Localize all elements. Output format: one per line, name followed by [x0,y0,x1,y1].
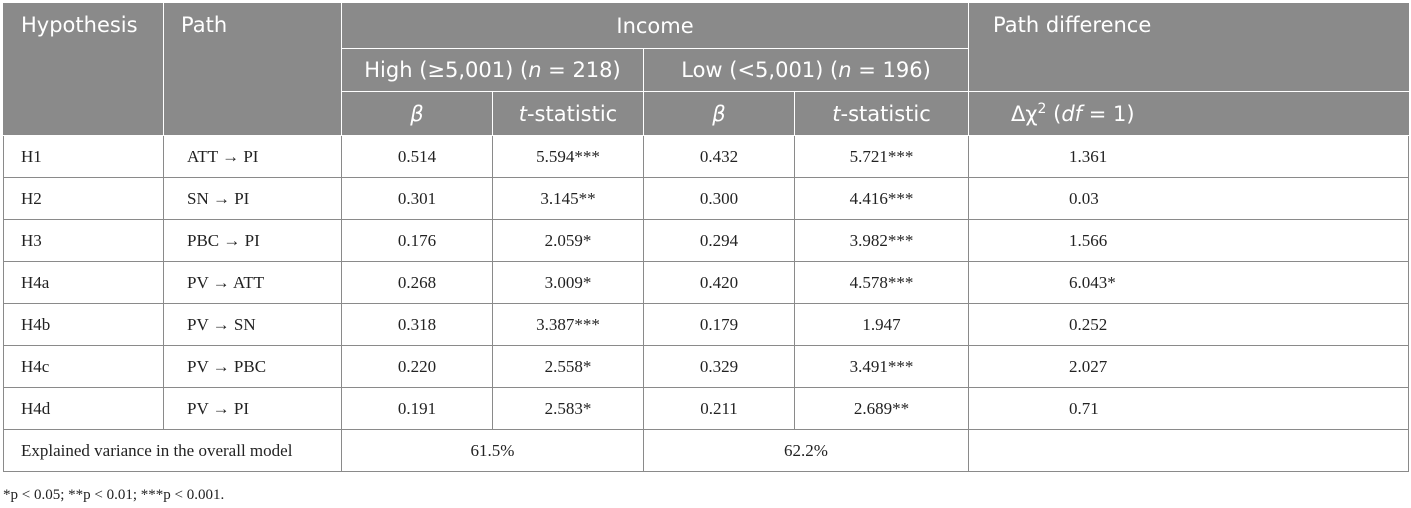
cell-low-t: 2.689** [793,387,970,430]
header-delta-chi-square: Δχ2 (df = 1) [968,91,1410,136]
cell-high-beta: 0.318 [341,303,493,346]
cell-hypothesis: H3 [3,219,164,262]
table-body: H1 ATT → PI 0.514 5.594*** 0.432 5.721**… [3,135,1410,472]
cell-low-t: 5.721*** [793,135,970,178]
cell-high-t: 3.387*** [492,303,644,346]
results-table-container: Hypothesis Path Income Path difference H… [3,3,1410,472]
cell-high-t: 5.594*** [492,135,644,178]
cell-low-t: 1.947 [793,303,970,346]
header-income-high: High (≥5,001) (n = 218) [341,48,644,92]
cell-hypothesis: H2 [3,177,164,220]
cell-path: PV → SN [163,303,342,346]
table-row: H4a PV → ATT 0.268 3.009* 0.420 4.578***… [3,261,1410,304]
table-row: H2 SN → PI 0.301 3.145** 0.300 4.416*** … [3,177,1410,220]
cell-hypothesis: H1 [3,135,164,178]
cell-high-beta: 0.514 [341,135,493,178]
cell-low-beta: 0.294 [643,219,795,262]
cell-path-difference: 2.027 [968,345,1410,388]
cell-high-t: 3.145** [492,177,644,220]
cell-low-t: 3.982*** [793,219,970,262]
cell-path: ATT → PI [163,135,342,178]
cell-low-beta: 0.211 [643,387,795,430]
cell-high-beta: 0.220 [341,345,493,388]
header-path: Path [163,3,342,136]
header-low-beta: β [643,91,795,136]
header-hypothesis: Hypothesis [3,3,164,136]
header-income-low: Low (<5,001) (n = 196) [642,48,970,92]
cell-low-beta: 0.420 [643,261,795,304]
explained-variance-low: 62.2% [642,429,970,472]
table-row: H3 PBC → PI 0.176 2.059* 0.294 3.982*** … [3,219,1410,262]
cell-hypothesis: H4d [3,387,164,430]
cell-hypothesis: H4a [3,261,164,304]
cell-path-difference: 1.361 [968,135,1410,178]
table-row: H1 ATT → PI 0.514 5.594*** 0.432 5.721**… [3,135,1410,178]
header-income: Income [340,3,970,49]
explained-variance-row: Explained variance in the overall model … [3,429,1410,472]
cell-low-t: 3.491*** [793,345,970,388]
cell-high-beta: 0.268 [341,261,493,304]
cell-path-difference: 6.043* [968,261,1410,304]
cell-path: PV → PI [163,387,342,430]
cell-high-t: 2.059* [492,219,644,262]
cell-hypothesis: H4b [3,303,164,346]
cell-high-beta: 0.191 [341,387,493,430]
cell-low-beta: 0.179 [643,303,795,346]
header-low-t-statistic: t-statistic [793,91,970,136]
table-header: Hypothesis Path Income Path difference H… [3,3,1410,136]
table-footnote: *p < 0.05; **p < 0.01; ***p < 0.001. [3,487,225,503]
header-high-t-statistic: t-statistic [492,91,644,136]
results-table: Hypothesis Path Income Path difference H… [3,3,1410,472]
cell-high-beta: 0.301 [341,177,493,220]
cell-path: PBC → PI [163,219,342,262]
cell-low-beta: 0.300 [643,177,795,220]
cell-path: PV → PBC [163,345,342,388]
explained-variance-empty [968,429,1410,472]
header-path-difference: Path difference [968,3,1410,92]
cell-low-beta: 0.329 [643,345,795,388]
explained-variance-high: 61.5% [341,429,644,472]
cell-path-difference: 0.03 [968,177,1410,220]
explained-variance-label: Explained variance in the overall model [3,429,342,472]
cell-path-difference: 1.566 [968,219,1410,262]
table-row: H4c PV → PBC 0.220 2.558* 0.329 3.491***… [3,345,1410,388]
cell-path-difference: 0.71 [968,387,1410,430]
cell-path: PV → ATT [163,261,342,304]
cell-low-t: 4.578*** [793,261,970,304]
cell-path: SN → PI [163,177,342,220]
table-row: H4b PV → SN 0.318 3.387*** 0.179 1.947 0… [3,303,1410,346]
cell-high-t: 2.583* [492,387,644,430]
cell-path-difference: 0.252 [968,303,1410,346]
cell-low-t: 4.416*** [793,177,970,220]
cell-high-beta: 0.176 [341,219,493,262]
header-high-beta: β [341,91,493,136]
cell-hypothesis: H4c [3,345,164,388]
cell-high-t: 2.558* [492,345,644,388]
cell-low-beta: 0.432 [643,135,795,178]
cell-high-t: 3.009* [492,261,644,304]
table-row: H4d PV → PI 0.191 2.583* 0.211 2.689** 0… [3,387,1410,430]
